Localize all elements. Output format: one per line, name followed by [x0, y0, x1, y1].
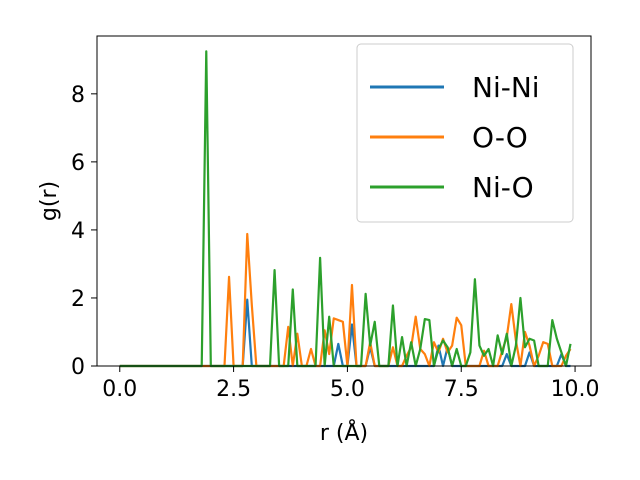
- y-tick-label: 6: [71, 151, 85, 176]
- y-tick-label: 8: [71, 83, 85, 108]
- series-line-ni-ni: [119, 298, 571, 368]
- legend-label-ni-o: Ni-O: [472, 171, 534, 204]
- y-tick-label: 4: [71, 219, 85, 244]
- x-tick-label: 10.0: [551, 377, 600, 402]
- legend: Ni-Ni O-O Ni-O: [356, 43, 574, 223]
- x-tick-label: 7.5: [444, 377, 479, 402]
- x-tick-label: 0.0: [102, 377, 137, 402]
- legend-label-ni-ni: Ni-Ni: [472, 71, 540, 104]
- x-axis-label: r (Å): [320, 419, 368, 446]
- y-tick-label: 0: [71, 355, 85, 380]
- legend-frame: [356, 43, 574, 223]
- x-tick-label: 5.0: [330, 377, 365, 402]
- x-axis: 0.0 2.5 5.0 7.5 10.0: [102, 366, 600, 402]
- y-tick-label: 2: [71, 287, 85, 312]
- x-tick-label: 2.5: [216, 377, 251, 402]
- y-axis: 0 2 4 6 8: [71, 83, 97, 380]
- legend-label-o-o: O-O: [472, 121, 528, 154]
- plot-frame: [96, 35, 592, 367]
- y-axis-label: g(r): [37, 181, 62, 221]
